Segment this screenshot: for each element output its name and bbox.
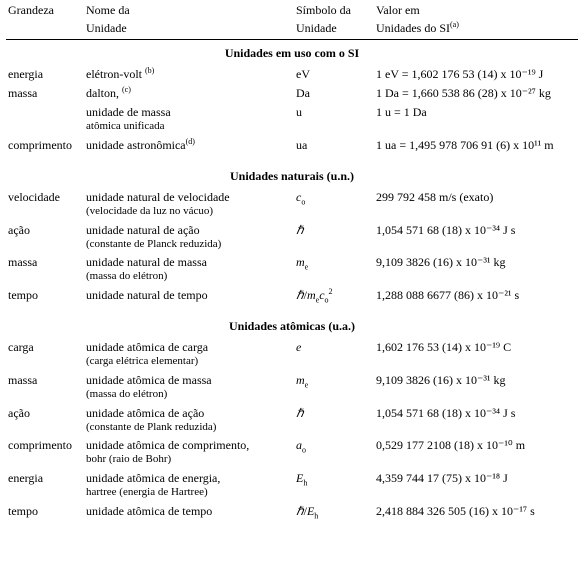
q: tempo — [6, 286, 84, 305]
val: 1 ua = 1,495 978 706 91 (6) x 10¹¹ m — [374, 136, 578, 155]
val: 299 792 458 m/s (exato) — [374, 188, 578, 221]
row-ua-acao: ação unidade atômica de ação(constante d… — [6, 404, 578, 437]
sym: co — [294, 188, 374, 221]
name: unidade atômica de ação(constante de Pla… — [84, 404, 294, 437]
row-ua-massa: massa unidade atômica de massa(massa do … — [6, 371, 578, 404]
val: 1,288 088 6677 (86) x 10⁻²¹ s — [374, 286, 578, 305]
sym: ℏ/meco2 — [294, 286, 374, 305]
val: 2,418 884 326 505 (16) x 10⁻¹⁷ s — [374, 502, 578, 521]
val: 4,359 744 17 (75) x 10⁻¹⁸ J — [374, 469, 578, 502]
val: 1 u = 1 Da — [374, 103, 578, 136]
name: unidade atômica de energia,hartree (ener… — [84, 469, 294, 502]
row-ua-tempo: tempo unidade atômica de tempo ℏ/Eh 2,41… — [6, 502, 578, 521]
q: tempo — [6, 502, 84, 521]
q: carga — [6, 338, 84, 371]
row-ua-carga: carga unidade atômica de carga(carga elé… — [6, 338, 578, 371]
sym: Da — [294, 84, 374, 103]
header-row-1: Grandeza Nome da Símbolo da Valor em — [6, 2, 578, 20]
h1-c2: Nome da — [84, 2, 294, 20]
sym: ua — [294, 136, 374, 155]
name: unidade natural de ação(constante de Pla… — [84, 221, 294, 254]
val: 1,602 176 53 (14) x 10⁻¹⁹ C — [374, 338, 578, 371]
h2-c3: Unidade — [294, 20, 374, 40]
row-un-tempo: tempo unidade natural de tempo ℏ/meco2 1… — [6, 286, 578, 305]
sym: u — [294, 103, 374, 136]
val: 1,054 571 68 (18) x 10⁻³⁴ J s — [374, 221, 578, 254]
name: unidade de massaatômica unificada — [84, 103, 294, 136]
section-ua: Unidades atômicas (u.a.) — [6, 305, 578, 338]
h2-c4: Unidades do SI(a) — [374, 20, 578, 40]
q: energia — [6, 469, 84, 502]
h1-c4: Valor em — [374, 2, 578, 20]
header-row-2: Unidade Unidade Unidades do SI(a) — [6, 20, 578, 40]
sym: e — [294, 338, 374, 371]
q: massa — [6, 84, 84, 103]
row-un-vel: velocidade unidade natural de velocidade… — [6, 188, 578, 221]
q: velocidade — [6, 188, 84, 221]
q — [6, 103, 84, 136]
sym: eV — [294, 65, 374, 84]
name: dalton, (c) — [84, 84, 294, 103]
row-ua-energia: energia unidade atômica de energia,hartr… — [6, 469, 578, 502]
q: energia — [6, 65, 84, 84]
section-si-title: Unidades em uso com o SI — [6, 40, 578, 66]
q: massa — [6, 253, 84, 286]
h2-c2: Unidade — [84, 20, 294, 40]
row-un-massa: massa unidade natural de massa(massa do … — [6, 253, 578, 286]
sym: ℏ/Eh — [294, 502, 374, 521]
name: unidade natural de massa(massa do elétro… — [84, 253, 294, 286]
q: massa — [6, 371, 84, 404]
val: 1 Da = 1,660 538 86 (28) x 10⁻²⁷ kg — [374, 84, 578, 103]
units-table: Grandeza Nome da Símbolo da Valor em Uni… — [6, 2, 578, 521]
q: comprimento — [6, 136, 84, 155]
name: unidade atômica de massa(massa do elétro… — [84, 371, 294, 404]
sym: me — [294, 253, 374, 286]
sym: ℏ — [294, 221, 374, 254]
name: unidade atômica de comprimento,bohr (rai… — [84, 436, 294, 469]
q: ação — [6, 221, 84, 254]
row-si-massa-da: massa dalton, (c) Da 1 Da = 1,660 538 86… — [6, 84, 578, 103]
val: 1,054 571 68 (18) x 10⁻³⁴ J s — [374, 404, 578, 437]
name: unidade natural de tempo — [84, 286, 294, 305]
q: comprimento — [6, 436, 84, 469]
h1-c3: Símbolo da — [294, 2, 374, 20]
q: ação — [6, 404, 84, 437]
val: 9,109 3826 (16) x 10⁻³¹ kg — [374, 253, 578, 286]
val: 1 eV = 1,602 176 53 (14) x 10⁻¹⁹ J — [374, 65, 578, 84]
name: unidade atômica de carga(carga elétrica … — [84, 338, 294, 371]
name: unidade astronômica(d) — [84, 136, 294, 155]
row-si-comp: comprimento unidade astronômica(d) ua 1 … — [6, 136, 578, 155]
section-si: Unidades em uso com o SI — [6, 40, 578, 66]
h1-c1: Grandeza — [6, 2, 84, 20]
sym: ao — [294, 436, 374, 469]
row-un-acao: ação unidade natural de ação(constante d… — [6, 221, 578, 254]
sym: ℏ — [294, 404, 374, 437]
val: 0,529 177 2108 (18) x 10⁻¹⁰ m — [374, 436, 578, 469]
row-si-u: unidade de massaatômica unificada u 1 u … — [6, 103, 578, 136]
row-ua-comp: comprimento unidade atômica de comprimen… — [6, 436, 578, 469]
sym: me — [294, 371, 374, 404]
name: unidade atômica de tempo — [84, 502, 294, 521]
val: 9,109 3826 (16) x 10⁻³¹ kg — [374, 371, 578, 404]
section-un-title: Unidades naturais (u.n.) — [6, 155, 578, 188]
sym: Eh — [294, 469, 374, 502]
section-un: Unidades naturais (u.n.) — [6, 155, 578, 188]
row-si-energia: energia elétron-volt (b) eV 1 eV = 1,602… — [6, 65, 578, 84]
section-ua-title: Unidades atômicas (u.a.) — [6, 305, 578, 338]
name: elétron-volt (b) — [84, 65, 294, 84]
name: unidade natural de velocidade(velocidade… — [84, 188, 294, 221]
